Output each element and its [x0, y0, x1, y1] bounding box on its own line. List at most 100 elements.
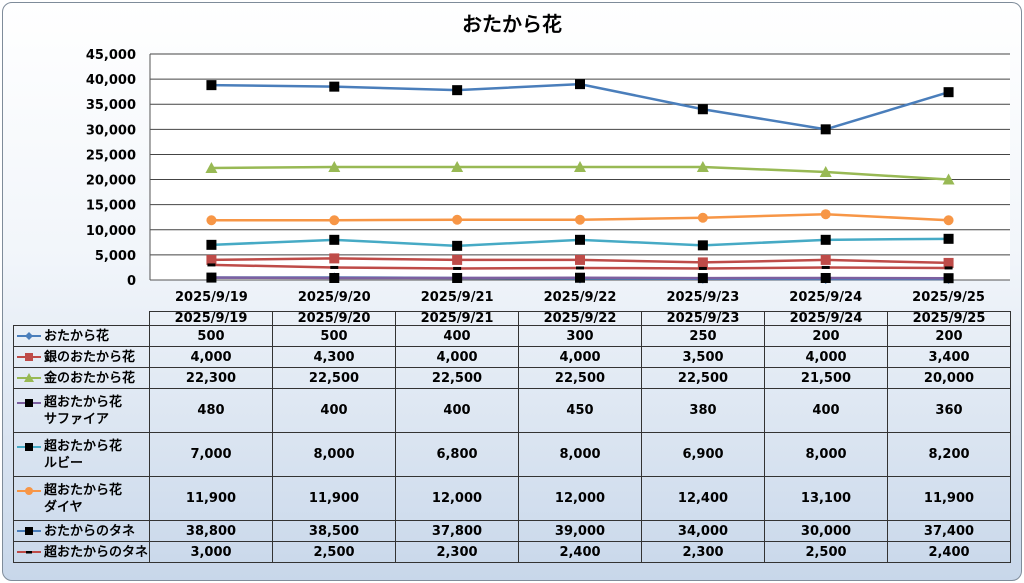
table-cell: 6,900 [641, 432, 765, 477]
y-tick-label: 10,000 [86, 224, 136, 239]
x-tick-label: 2025/9/22 [544, 290, 617, 305]
data-point [206, 254, 217, 265]
series-line [211, 82, 949, 131]
table-cell: 3,500 [641, 346, 765, 368]
table-cell: 300 [518, 325, 642, 347]
data-point [697, 212, 708, 223]
table-cell: 360 [887, 388, 1011, 433]
legend-marker [26, 551, 32, 554]
series-label-line: ダイヤ [44, 499, 83, 515]
series-label: 超おたから花 サファイア [44, 394, 122, 428]
table-cell: 22,300 [149, 367, 273, 389]
x-tick-label: 2025/9/23 [666, 290, 739, 305]
data-point [943, 273, 954, 284]
legend-series-name: おたから花 [13, 325, 150, 347]
series-label: 超おたからのタネ [44, 544, 148, 561]
data-point [452, 272, 463, 283]
legend-marker [24, 373, 34, 382]
table-cell: 3,000 [149, 541, 273, 563]
table-cell: 38,800 [149, 520, 273, 542]
data-point [697, 257, 708, 268]
table-cell: 20,000 [887, 367, 1011, 389]
table-row: 超おたからのタネ 3,000 2,500 2,300 2,400 2,300 2,500 2,… [13, 541, 1011, 563]
table-header-date: 2025/9/22 [518, 311, 642, 326]
table-header-date: 2025/9/19 [149, 311, 273, 326]
y-tick-label: 35,000 [86, 98, 136, 113]
table-cell: 2,500 [272, 541, 396, 563]
data-point [329, 81, 340, 92]
series-label: おたからのタネ [44, 523, 135, 540]
table-row: おたからのタネ 38,800 38,500 37,800 39,000 34,000 30,… [13, 520, 1011, 542]
table-cell: 480 [149, 388, 273, 433]
data-point [329, 215, 340, 226]
table-row: 金のおたから花 22,300 22,500 22,500 22,500 22,500 21,… [13, 367, 1011, 389]
table-cell: 250 [641, 325, 765, 347]
legend-series-name: 銀のおたから花 [13, 346, 150, 368]
table-cell: 13,100 [764, 476, 888, 521]
legend-key [17, 353, 41, 361]
table-cell: 4,000 [149, 346, 273, 368]
data-point [942, 173, 955, 185]
table-cell: 30,000 [764, 520, 888, 542]
series-label: 超おたから花 ダイヤ [44, 482, 122, 516]
series-label-line: おたから花 [44, 328, 110, 344]
table-header-date: 2025/9/21 [395, 311, 519, 326]
data-point [453, 266, 462, 270]
series-label-line: 超おたから花 [44, 482, 123, 498]
table-cell: 2,300 [641, 541, 765, 563]
table-cell: 500 [149, 325, 273, 347]
table-cell: 38,500 [272, 520, 396, 542]
legend-marker [25, 527, 33, 535]
data-point [328, 161, 341, 172]
y-tick-label: 45,000 [86, 48, 136, 63]
table-cell: 2,400 [887, 541, 1011, 563]
table-cell: 7,000 [149, 432, 273, 477]
data-point [943, 215, 954, 226]
data-point [820, 272, 831, 283]
legend-marker [25, 486, 33, 495]
table-cell: 4,300 [272, 346, 396, 368]
data-point [943, 87, 954, 98]
legend-key [17, 373, 41, 382]
table-cell: 8,000 [518, 432, 642, 477]
legend-marker [25, 353, 33, 361]
x-tick-label: 2025/9/24 [789, 290, 862, 305]
table-cell: 200 [887, 325, 1011, 347]
table-header-date: 2025/9/24 [764, 311, 888, 326]
data-point [330, 265, 339, 269]
series-label: 超おたから花 ルビー [44, 438, 122, 472]
table-cell: 400 [272, 388, 396, 433]
data-point [943, 257, 954, 268]
table-cell: 8,200 [887, 432, 1011, 477]
table-cell: 11,900 [149, 476, 273, 521]
series-label: 金のおたから花 [44, 370, 135, 387]
table-cell: 4,000 [764, 346, 888, 368]
legend-key [17, 398, 41, 407]
data-point [698, 266, 707, 270]
line-chart: 0 5,000 10,000 15,000 20,000 25,000 30,000 35,0… [86, 48, 1010, 305]
legend-marker [25, 442, 33, 451]
series-label-line: 超おたから花 [44, 394, 123, 410]
data-point [206, 80, 217, 91]
data-point [697, 240, 708, 251]
series-label-line: サファイア [44, 411, 110, 427]
data-point [944, 266, 953, 270]
x-tick-label: 2025/9/25 [912, 290, 985, 305]
table-cell: 3,400 [887, 346, 1011, 368]
table-cell: 400 [395, 325, 519, 347]
data-point [943, 233, 954, 244]
table-cell: 37,400 [887, 520, 1011, 542]
table-cell: 4,000 [518, 346, 642, 368]
data-point [820, 209, 831, 220]
data-point [206, 272, 217, 283]
table-row: 超おたから花 ルビー 7,000 8,000 6,800 8,000 6,900 8,000 8… [13, 432, 1011, 477]
data-point [329, 253, 340, 264]
x-tick-label: 2025/9/19 [175, 290, 248, 305]
table-row: 銀のおたから花 4,000 4,300 4,000 4,000 3,500 4,000 3,4… [13, 346, 1011, 368]
data-point [575, 272, 585, 283]
y-tick-label: 40,000 [86, 73, 136, 88]
x-tick-label: 2025/9/20 [298, 290, 371, 305]
legend-key [17, 442, 41, 451]
series-label-line: おたからのタネ [44, 523, 136, 539]
table-cell: 400 [395, 388, 519, 433]
